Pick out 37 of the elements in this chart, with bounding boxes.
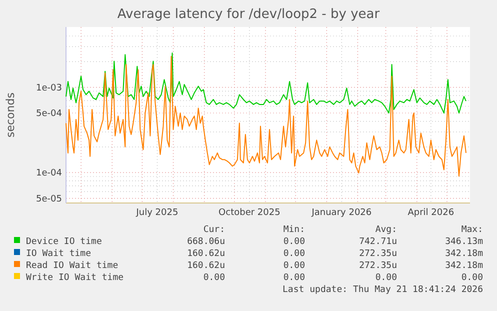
text: 272.35u: [359, 261, 397, 271]
text: Avg:: [375, 225, 397, 235]
text: 668.06u: [187, 237, 225, 247]
text: Min:: [283, 225, 305, 235]
x-tick-label: October 2025: [218, 208, 280, 218]
line-series: [66, 52, 466, 114]
legend-label: Device IO time: [26, 237, 102, 247]
x-tick-label: January 2026: [310, 208, 372, 218]
x-tick-label: July 2025: [135, 208, 178, 218]
text: 0.00: [283, 249, 305, 259]
x-tick-label: April 2026: [408, 208, 454, 218]
line-series: [66, 56, 466, 177]
text: 0.00: [283, 237, 305, 247]
text: 742.71u: [359, 237, 397, 247]
text: 0.00: [203, 273, 225, 283]
text: Last update: Thu May 21 18:41:24 2026: [282, 285, 483, 295]
text: 0.00: [283, 261, 305, 271]
text: 160.62u: [187, 249, 225, 259]
text: 272.35u: [359, 249, 397, 259]
text: 342.18m: [445, 249, 483, 259]
chart-title: Average latency for /dev/loop2 - by year: [117, 7, 380, 22]
text: 0.00: [461, 273, 483, 283]
text: 0.00: [375, 273, 397, 283]
text: 160.62u: [187, 261, 225, 271]
y-tick-label: 5e-04: [36, 109, 62, 119]
text: 346.13m: [445, 237, 483, 247]
legend-label: IO Wait time: [26, 249, 92, 259]
y-axis-title: seconds: [4, 92, 17, 138]
text: 342.18m: [445, 261, 483, 271]
text: 0.00: [283, 273, 305, 283]
text: Cur:: [203, 225, 225, 235]
legend-label: Write IO Wait time: [26, 273, 124, 283]
y-tick-label: 5e-05: [36, 194, 62, 204]
y-tick-label: 1e-04: [36, 168, 62, 179]
y-tick-label: 1e-03: [36, 83, 62, 94]
legend-label: Read IO Wait time: [26, 261, 118, 271]
text: Max:: [461, 225, 483, 235]
